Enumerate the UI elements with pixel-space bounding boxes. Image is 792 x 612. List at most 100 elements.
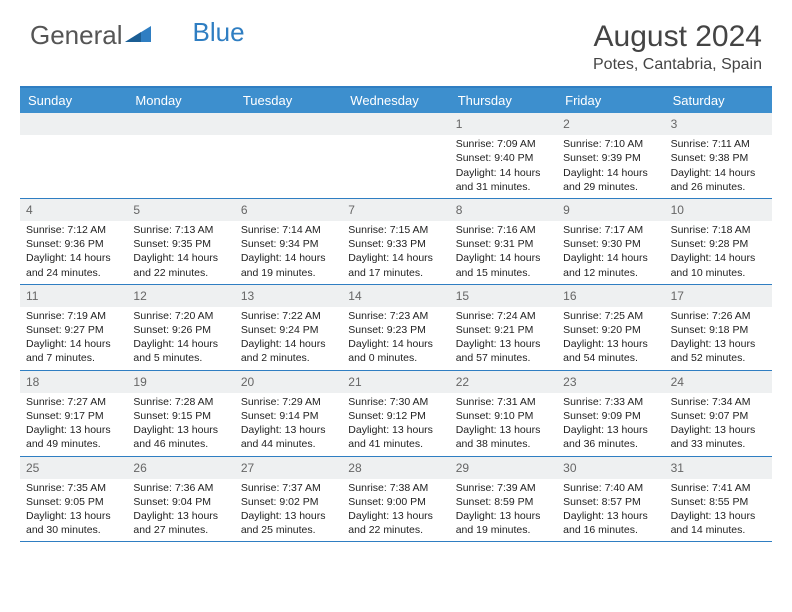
sunrise-line: Sunrise: 7:12 AM — [26, 223, 121, 237]
day-number: 6 — [235, 199, 342, 221]
daylight-line: Daylight: 13 hours and 38 minutes. — [456, 423, 551, 451]
calendar-day: 4Sunrise: 7:12 AMSunset: 9:36 PMDaylight… — [20, 199, 127, 284]
day-number: 29 — [450, 457, 557, 479]
sunrise-line: Sunrise: 7:22 AM — [241, 309, 336, 323]
calendar-week: 4Sunrise: 7:12 AMSunset: 9:36 PMDaylight… — [20, 199, 772, 285]
calendar-day: 29Sunrise: 7:39 AMSunset: 8:59 PMDayligh… — [450, 457, 557, 542]
day-number: 20 — [235, 371, 342, 393]
calendar-day: 26Sunrise: 7:36 AMSunset: 9:04 PMDayligh… — [127, 457, 234, 542]
calendar-day: 3Sunrise: 7:11 AMSunset: 9:38 PMDaylight… — [665, 113, 772, 198]
sunset-line: Sunset: 9:07 PM — [671, 409, 766, 423]
day-details: Sunrise: 7:23 AMSunset: 9:23 PMDaylight:… — [342, 309, 449, 370]
sunset-line: Sunset: 9:39 PM — [563, 151, 658, 165]
sunrise-line: Sunrise: 7:26 AM — [671, 309, 766, 323]
calendar-day: 9Sunrise: 7:17 AMSunset: 9:30 PMDaylight… — [557, 199, 664, 284]
daylight-line: Daylight: 14 hours and 10 minutes. — [671, 251, 766, 279]
sunset-line: Sunset: 9:31 PM — [456, 237, 551, 251]
daylight-line: Daylight: 13 hours and 16 minutes. — [563, 509, 658, 537]
calendar-day: 19Sunrise: 7:28 AMSunset: 9:15 PMDayligh… — [127, 371, 234, 456]
sunset-line: Sunset: 9:20 PM — [563, 323, 658, 337]
sunrise-line: Sunrise: 7:13 AM — [133, 223, 228, 237]
day-number: 2 — [557, 113, 664, 135]
calendar-day: 16Sunrise: 7:25 AMSunset: 9:20 PMDayligh… — [557, 285, 664, 370]
daylight-line: Daylight: 14 hours and 29 minutes. — [563, 166, 658, 194]
calendar: SundayMondayTuesdayWednesdayThursdayFrid… — [20, 86, 772, 542]
day-details: Sunrise: 7:36 AMSunset: 9:04 PMDaylight:… — [127, 481, 234, 542]
day-number: 14 — [342, 285, 449, 307]
day-details: Sunrise: 7:34 AMSunset: 9:07 PMDaylight:… — [665, 395, 772, 456]
calendar-day: 17Sunrise: 7:26 AMSunset: 9:18 PMDayligh… — [665, 285, 772, 370]
sunset-line: Sunset: 9:34 PM — [241, 237, 336, 251]
sunrise-line: Sunrise: 7:31 AM — [456, 395, 551, 409]
daylight-line: Daylight: 14 hours and 0 minutes. — [348, 337, 443, 365]
day-number: 31 — [665, 457, 772, 479]
empty-day-bg — [127, 113, 234, 135]
daylight-line: Daylight: 14 hours and 24 minutes. — [26, 251, 121, 279]
weekday-label: Thursday — [450, 88, 557, 113]
calendar-day: 7Sunrise: 7:15 AMSunset: 9:33 PMDaylight… — [342, 199, 449, 284]
day-number: 21 — [342, 371, 449, 393]
daylight-line: Daylight: 13 hours and 25 minutes. — [241, 509, 336, 537]
calendar-day-empty — [20, 113, 127, 198]
day-number: 30 — [557, 457, 664, 479]
logo: General Blue — [30, 20, 245, 51]
sunset-line: Sunset: 9:30 PM — [563, 237, 658, 251]
weekday-label: Saturday — [665, 88, 772, 113]
weekday-label: Tuesday — [235, 88, 342, 113]
daylight-line: Daylight: 14 hours and 17 minutes. — [348, 251, 443, 279]
day-details: Sunrise: 7:27 AMSunset: 9:17 PMDaylight:… — [20, 395, 127, 456]
day-number: 12 — [127, 285, 234, 307]
logo-text-2: Blue — [193, 17, 245, 48]
day-details: Sunrise: 7:17 AMSunset: 9:30 PMDaylight:… — [557, 223, 664, 284]
sunset-line: Sunset: 8:59 PM — [456, 495, 551, 509]
calendar-week: 18Sunrise: 7:27 AMSunset: 9:17 PMDayligh… — [20, 371, 772, 457]
daylight-line: Daylight: 13 hours and 44 minutes. — [241, 423, 336, 451]
sunrise-line: Sunrise: 7:36 AM — [133, 481, 228, 495]
empty-day-bg — [20, 113, 127, 135]
sunset-line: Sunset: 9:35 PM — [133, 237, 228, 251]
daylight-line: Daylight: 14 hours and 5 minutes. — [133, 337, 228, 365]
calendar-day: 28Sunrise: 7:38 AMSunset: 9:00 PMDayligh… — [342, 457, 449, 542]
sunset-line: Sunset: 9:09 PM — [563, 409, 658, 423]
calendar-day: 18Sunrise: 7:27 AMSunset: 9:17 PMDayligh… — [20, 371, 127, 456]
calendar-day: 25Sunrise: 7:35 AMSunset: 9:05 PMDayligh… — [20, 457, 127, 542]
day-details: Sunrise: 7:24 AMSunset: 9:21 PMDaylight:… — [450, 309, 557, 370]
calendar-day: 23Sunrise: 7:33 AMSunset: 9:09 PMDayligh… — [557, 371, 664, 456]
calendar-day: 6Sunrise: 7:14 AMSunset: 9:34 PMDaylight… — [235, 199, 342, 284]
calendar-week: 1Sunrise: 7:09 AMSunset: 9:40 PMDaylight… — [20, 113, 772, 199]
daylight-line: Daylight: 13 hours and 22 minutes. — [348, 509, 443, 537]
day-details: Sunrise: 7:11 AMSunset: 9:38 PMDaylight:… — [665, 137, 772, 198]
sunrise-line: Sunrise: 7:35 AM — [26, 481, 121, 495]
sunrise-line: Sunrise: 7:23 AM — [348, 309, 443, 323]
day-details: Sunrise: 7:18 AMSunset: 9:28 PMDaylight:… — [665, 223, 772, 284]
daylight-line: Daylight: 13 hours and 52 minutes. — [671, 337, 766, 365]
daylight-line: Daylight: 14 hours and 22 minutes. — [133, 251, 228, 279]
day-number: 1 — [450, 113, 557, 135]
calendar-day: 13Sunrise: 7:22 AMSunset: 9:24 PMDayligh… — [235, 285, 342, 370]
sunrise-line: Sunrise: 7:18 AM — [671, 223, 766, 237]
day-details: Sunrise: 7:37 AMSunset: 9:02 PMDaylight:… — [235, 481, 342, 542]
logo-text-1: General — [30, 20, 123, 51]
sunset-line: Sunset: 9:05 PM — [26, 495, 121, 509]
day-number: 18 — [20, 371, 127, 393]
sunrise-line: Sunrise: 7:11 AM — [671, 137, 766, 151]
location: Potes, Cantabria, Spain — [593, 56, 762, 74]
daylight-line: Daylight: 13 hours and 14 minutes. — [671, 509, 766, 537]
daylight-line: Daylight: 14 hours and 26 minutes. — [671, 166, 766, 194]
sunset-line: Sunset: 9:12 PM — [348, 409, 443, 423]
day-details: Sunrise: 7:30 AMSunset: 9:12 PMDaylight:… — [342, 395, 449, 456]
sunrise-line: Sunrise: 7:37 AM — [241, 481, 336, 495]
daylight-line: Daylight: 14 hours and 19 minutes. — [241, 251, 336, 279]
day-details: Sunrise: 7:39 AMSunset: 8:59 PMDaylight:… — [450, 481, 557, 542]
day-number: 26 — [127, 457, 234, 479]
logo-icon — [125, 20, 151, 51]
calendar-day: 14Sunrise: 7:23 AMSunset: 9:23 PMDayligh… — [342, 285, 449, 370]
sunrise-line: Sunrise: 7:34 AM — [671, 395, 766, 409]
day-details: Sunrise: 7:26 AMSunset: 9:18 PMDaylight:… — [665, 309, 772, 370]
calendar-day: 24Sunrise: 7:34 AMSunset: 9:07 PMDayligh… — [665, 371, 772, 456]
day-details: Sunrise: 7:10 AMSunset: 9:39 PMDaylight:… — [557, 137, 664, 198]
day-details: Sunrise: 7:20 AMSunset: 9:26 PMDaylight:… — [127, 309, 234, 370]
daylight-line: Daylight: 13 hours and 33 minutes. — [671, 423, 766, 451]
day-details: Sunrise: 7:19 AMSunset: 9:27 PMDaylight:… — [20, 309, 127, 370]
day-details: Sunrise: 7:35 AMSunset: 9:05 PMDaylight:… — [20, 481, 127, 542]
